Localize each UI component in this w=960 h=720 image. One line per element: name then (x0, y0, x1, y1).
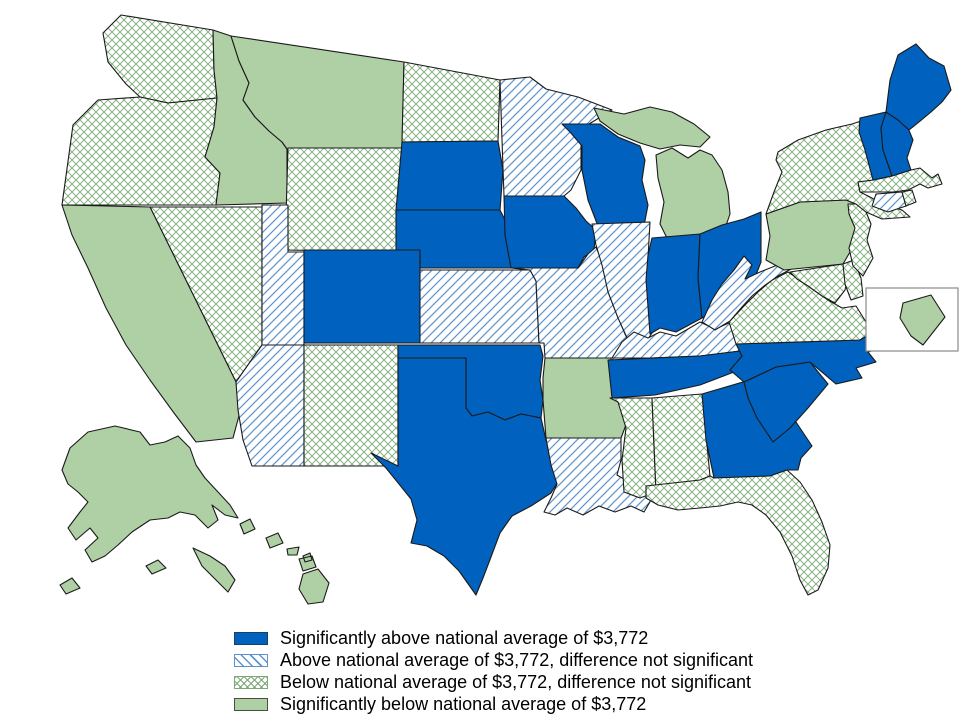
state-kansas (419, 269, 540, 344)
state-wisconsin (561, 123, 649, 227)
state-indiana (645, 233, 703, 335)
state-hawaii (239, 518, 330, 605)
legend: Significantly above national average of … (234, 627, 753, 715)
legend-label: Above national average of $3,772, differ… (280, 649, 754, 670)
state-texas (370, 357, 564, 596)
legend-swatch-sig-above (234, 631, 268, 645)
legend-swatch-below-ns (234, 675, 268, 689)
legend-item: Above national average of $3,772, differ… (234, 649, 753, 671)
state-alaska (59, 425, 239, 595)
state-south-dakota (395, 140, 504, 211)
state-district-of-columbia (899, 294, 946, 346)
legend-label: Significantly below national average of … (280, 693, 647, 714)
state-maine (885, 43, 952, 131)
state-washington (102, 14, 218, 104)
state-florida (645, 469, 831, 596)
state-iowa (503, 195, 597, 269)
legend-swatch-above-ns (234, 653, 268, 667)
legend-label: Significantly above national average of … (280, 627, 649, 648)
state-colorado (303, 249, 421, 344)
state-oregon (61, 96, 221, 206)
state-virginia (728, 271, 871, 345)
state-louisiana (543, 437, 652, 516)
state-michigan-upper-peninsula (593, 106, 711, 150)
legend-item: Significantly below national average of … (234, 693, 753, 715)
legend-item: Below national average of $3,772, differ… (234, 671, 753, 693)
state-north-dakota (401, 61, 501, 143)
legend-label: Below national average of $3,772, differ… (280, 671, 751, 692)
state-arizona (235, 344, 305, 467)
legend-swatch-sig-below (234, 697, 268, 711)
legend-item: Significantly above national average of … (234, 627, 753, 649)
state-new-mexico (303, 344, 399, 467)
state-rhode-island (901, 189, 917, 207)
state-wyoming (284, 147, 403, 253)
state-connecticut (871, 191, 907, 213)
